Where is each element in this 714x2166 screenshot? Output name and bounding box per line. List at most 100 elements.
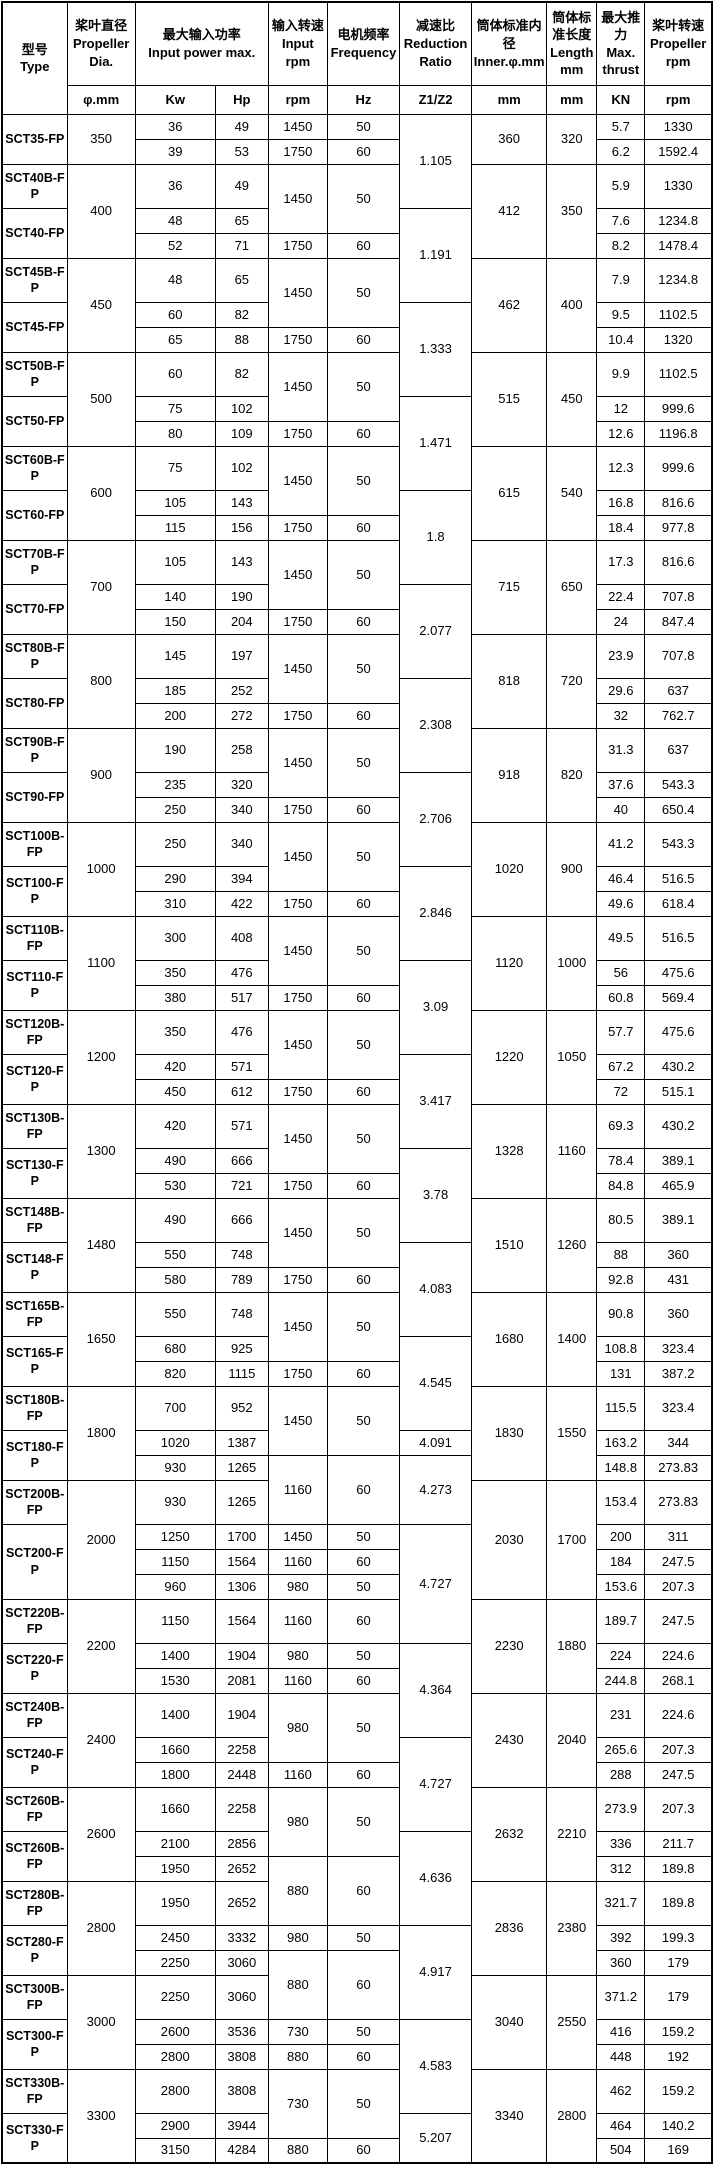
cell-kw: 48 [134,207,216,234]
table-row: SCT130B-FP 1300 420 571 1450 50 1328 1160 69.3 43… [1,1103,713,1199]
cell-kn: 462 [596,2068,646,2114]
cell-inner: 360 [471,113,548,165]
cell-dia: 500 [66,351,136,447]
cell-kn: 163.2 [596,1429,646,1456]
cell-kw: 1950 [134,1855,216,1882]
units-row: φ.mm Kw Hp rpm Hz Z1/Z2 mm mm KN rpm [2,84,713,115]
cell-kw: 3150 [134,2137,216,2164]
column-header-4: 电机频率 Frequency [326,1,401,86]
cell-hp: 1387 [214,1429,269,1456]
cell-kn: 49.5 [596,915,646,961]
table-row: SCT90-FP 235 320 2.706 37.6 543.3 [1,771,713,867]
cell-kn: 60.8 [596,984,646,1011]
cell-inner: 818 [471,633,548,729]
cell-len: 1550 [546,1385,598,1481]
cell-prpm: 1196.8 [644,420,713,447]
model-cell: SCT130B-FP [1,1103,68,1149]
unit-cell: Z1/Z2 [399,84,473,115]
cell-hz: 60 [326,984,401,1011]
cell-prpm: 224.6 [644,1692,713,1738]
column-header-en: Reduction Ratio [403,35,468,69]
cell-hp: 2258 [214,1736,269,1763]
cell-rpm: 1750 [267,1360,328,1387]
table-row: SCT260B-FP 2600 1660 2258 980 50 2632 2210 273.9… [1,1786,713,1882]
cell-hp: 571 [214,1103,269,1149]
cell-prpm: 311 [644,1523,713,1550]
cell-rpm: 1450 [267,1523,328,1550]
model-cell: SCT70B-FP [1,539,68,585]
cell-rpm: 1750 [267,608,328,635]
cell-kn: 49.6 [596,890,646,917]
cell-prpm: 637 [644,677,713,704]
cell-dia: 1480 [66,1197,136,1293]
model-cell: SCT330B-FP [1,2068,68,2114]
table-row: SCT40-FP 48 65 1.191 7.6 1234.8 [1,207,713,303]
cell-hp: 1265 [214,1454,269,1481]
cell-hz: 50 [326,1009,401,1080]
cell-hz: 60 [326,890,401,917]
cell-dia: 400 [66,163,136,259]
cell-kn: 46.4 [596,865,646,892]
cell-hz: 60 [326,1454,401,1525]
column-header-en: Propeller rpm [649,35,707,69]
table-row: SCT260B-FP 2100 2856 4.636 336 211.7 [1,1830,713,1926]
model-cell: SCT300-FP [1,2018,68,2070]
cell-kn: 90.8 [596,1291,646,1337]
cell-len: 900 [546,821,598,917]
cell-rpm: 1450 [267,351,328,422]
unit-cell: φ.mm [66,84,136,115]
cell-rpm: 1160 [267,1454,328,1525]
column-header-en: Inner.φ.mm [473,53,545,69]
cell-len: 2040 [546,1692,598,1788]
cell-kn: 56 [596,959,646,986]
unit-cell: mm [546,84,598,115]
cell-rpm: 980 [267,1924,328,1951]
column-header-zh: 电机频率 [337,27,390,43]
cell-hp: 82 [214,301,269,328]
cell-kw: 60 [134,301,216,328]
cell-kn: 108.8 [596,1335,646,1362]
model-cell: SCT80B-FP [1,633,68,679]
column-header-en: Length mm [550,44,594,78]
cell-rpm: 1450 [267,1103,328,1174]
cell-kn: 69.3 [596,1103,646,1149]
cell-hz: 60 [326,1667,401,1694]
cell-dia: 3000 [66,1974,136,2070]
cell-hp: 1115 [214,1360,269,1387]
cell-kw: 820 [134,1360,216,1387]
cell-ratio: 3.417 [399,1053,473,1149]
cell-kn: 148.8 [596,1454,646,1481]
table-row: SCT110B-FP 1100 300 408 1450 50 1120 1000 49.5 51… [1,915,713,1011]
cell-dia: 2600 [66,1786,136,1882]
cell-kw: 930 [134,1454,216,1481]
cell-hp: 721 [214,1172,269,1199]
cell-prpm: 1102.5 [644,301,713,328]
cell-kn: 6.2 [596,138,646,165]
cell-kn: 84.8 [596,1172,646,1199]
cell-kn: 131 [596,1360,646,1387]
table-row: SCT45B-FP 450 48 65 1450 50 462 400 7.9 1234.8 [1,257,713,353]
cell-len: 320 [546,113,598,165]
cell-prpm: 189.8 [644,1880,713,1926]
cell-kw: 550 [134,1241,216,1268]
cell-kw: 235 [134,771,216,798]
cell-dia: 1100 [66,915,136,1011]
cell-rpm: 1750 [267,1266,328,1293]
table-row: SCT45-FP 60 82 1.333 9.5 1102.5 [1,301,713,397]
cell-rpm: 1750 [267,796,328,823]
model-cell: SCT148-FP [1,1241,68,1293]
model-cell: SCT35-FP [1,113,68,165]
cell-kw: 60 [134,351,216,397]
cell-hz: 60 [326,2137,401,2164]
cell-prpm: 977.8 [644,514,713,541]
table-row: 580 789 1750 60 92.8 431 [2,1266,713,1293]
model-cell: SCT180B-FP [1,1385,68,1431]
unit-cell: rpm [644,84,713,115]
table-row: 310 422 1750 60 49.6 618.4 [2,890,713,917]
cell-kw: 1660 [134,1786,216,1832]
cell-hp: 952 [214,1385,269,1431]
table-row: 1950 2652 880 60 312 189.8 [2,1855,713,1926]
cell-rpm: 730 [267,2018,328,2045]
table-row: SCT165-FP 680 925 4.545 108.8 323.4 [1,1335,713,1431]
